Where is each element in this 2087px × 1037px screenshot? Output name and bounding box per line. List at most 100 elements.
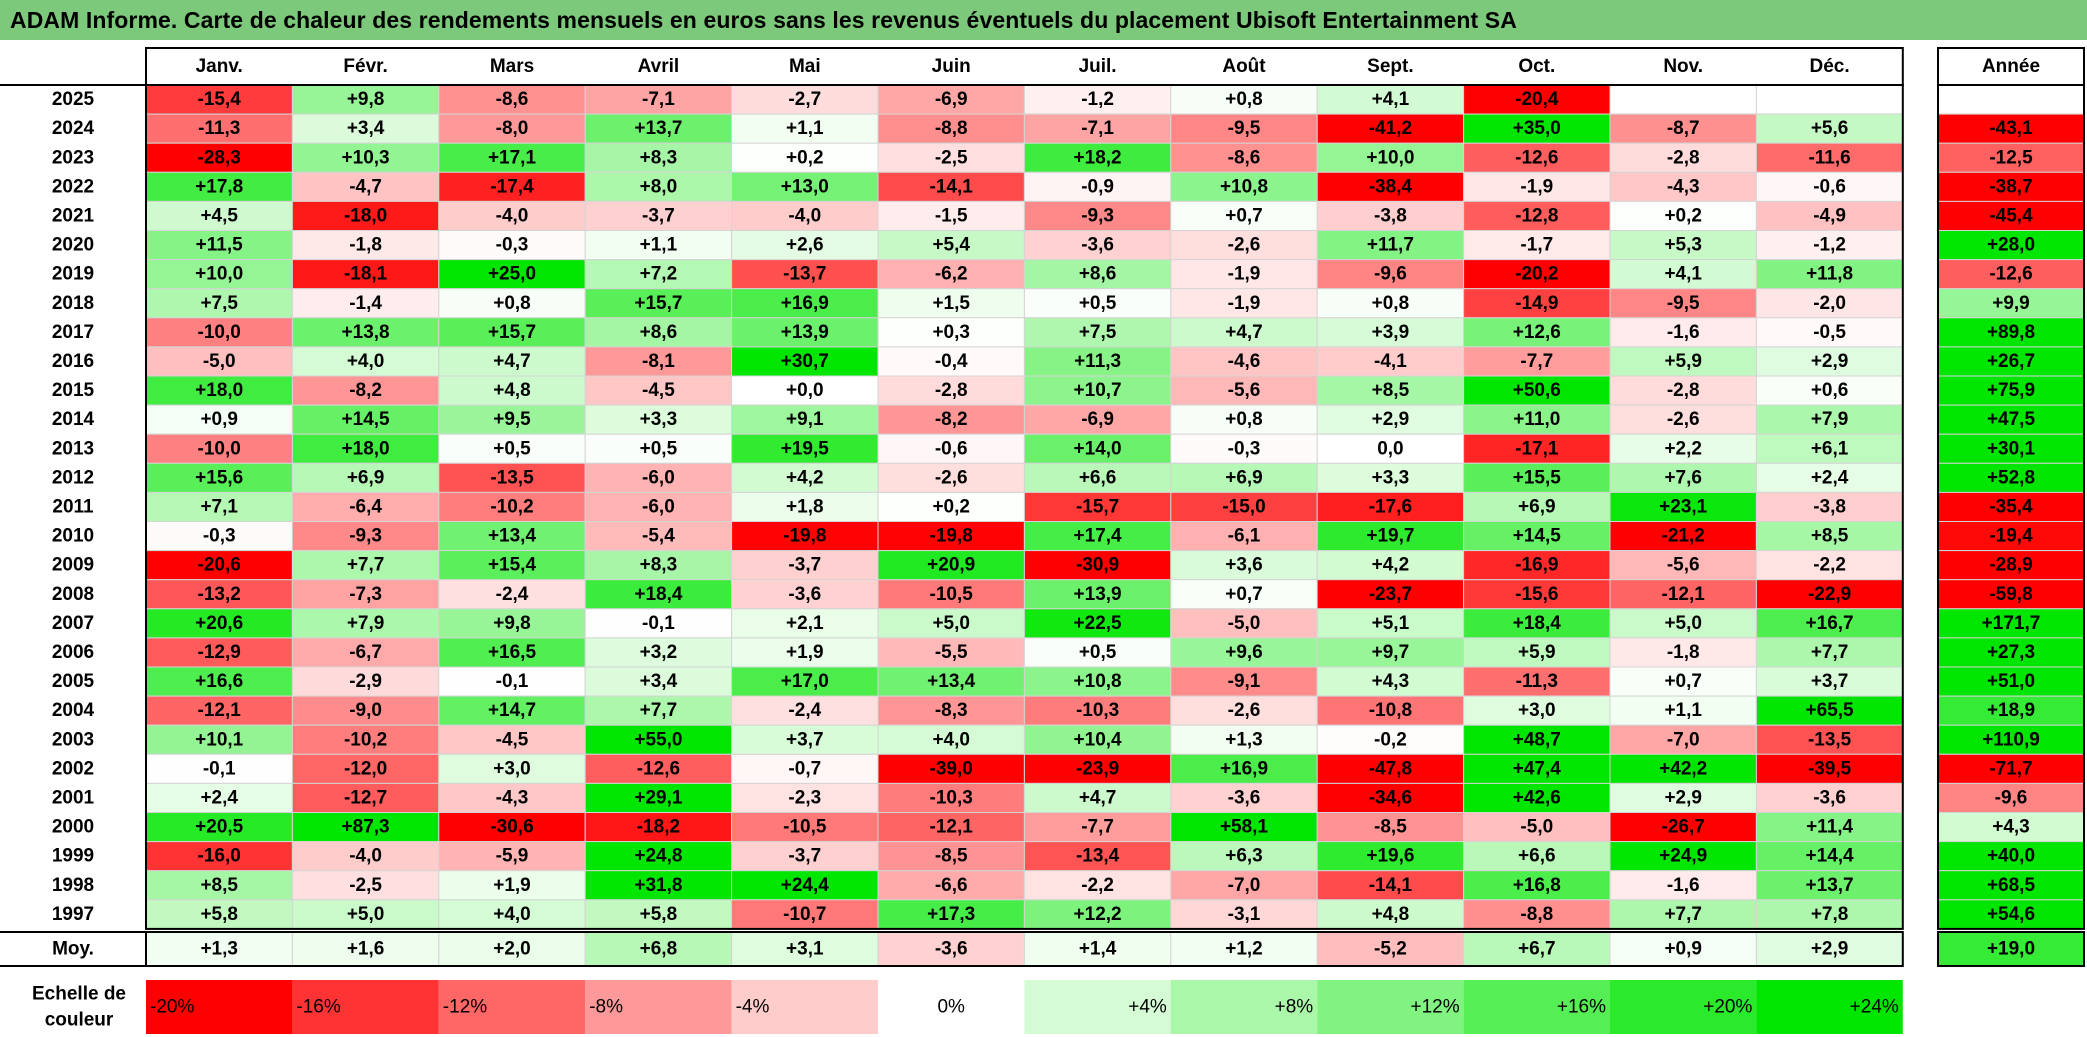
cell-value: +4,1 (1664, 264, 1702, 285)
heatmap-cell (145, 666, 293, 697)
heatmap-cell (1463, 375, 1611, 406)
cell-value: -10,3 (930, 787, 973, 808)
cell-value: +11,3 (1074, 351, 1121, 372)
cell-value: +17,8 (195, 176, 243, 197)
cell-value: -0,1 (642, 613, 675, 634)
heatmap-cell (731, 433, 879, 464)
cell-value: -18,0 (344, 205, 387, 226)
cell-value: +1,5 (932, 293, 970, 314)
cell-value: +6,3 (1225, 846, 1263, 867)
heatmap-cell (1316, 375, 1465, 406)
heatmap-cell (1755, 346, 1904, 377)
heatmap-cell (1023, 521, 1172, 552)
heatmap-cell (731, 491, 879, 522)
heatmap-cell (1023, 200, 1172, 231)
cell-value: +18,2 (1074, 147, 1122, 168)
cell-value: +14,0 (1074, 438, 1122, 459)
heatmap-cell (584, 375, 733, 406)
heatmap-cell (584, 200, 733, 231)
annual-value: -12,6 (1989, 264, 2032, 285)
cell-value: -15,4 (198, 89, 242, 110)
cell-value: +13,9 (1074, 584, 1122, 605)
cell-value: +0,6 (1811, 380, 1849, 401)
year-label: 2020 (52, 235, 94, 256)
heatmap-cell (145, 724, 293, 755)
year-label: 2002 (52, 758, 94, 779)
heatmap-cell (1170, 608, 1318, 639)
scale-step-label: +24% (1850, 997, 1899, 1018)
annual-value: +26,7 (1987, 351, 2035, 372)
cell-value: +4,7 (1225, 322, 1263, 343)
cell-value: +7,5 (1079, 322, 1117, 343)
year-label: 1997 (52, 904, 94, 925)
cell-value: +10,3 (342, 147, 390, 168)
cell-value: -47,8 (1369, 758, 1412, 779)
annual-cell (1937, 899, 2085, 930)
heatmap-cell (877, 812, 1025, 843)
cell-value: +0,0 (786, 380, 824, 401)
heatmap-cell (584, 579, 733, 610)
heatmap-cell (1023, 724, 1172, 755)
cell-value: +1,8 (786, 496, 824, 517)
cell-value: -2,6 (935, 467, 968, 488)
year-label: 2017 (52, 322, 94, 343)
annual-value: +18,9 (1987, 700, 2035, 721)
cell-value: -5,0 (1520, 817, 1553, 838)
cell-value: +15,7 (634, 293, 682, 314)
cell-value: +7,5 (200, 293, 238, 314)
heatmap-cell (1609, 404, 1757, 435)
annual-cell (1937, 171, 2085, 202)
heatmap-cell (1463, 608, 1611, 639)
heatmap-cell (1170, 841, 1318, 872)
cell-value: -1,6 (1667, 875, 1700, 896)
heatmap-cell (291, 753, 440, 784)
heatmap-cell (1755, 259, 1904, 290)
cell-value: -5,5 (935, 642, 968, 663)
cell-value: -17,4 (490, 176, 534, 197)
cell-value: -2,4 (496, 584, 529, 605)
cell-value: +3,7 (786, 729, 824, 750)
heatmap-cell (1463, 404, 1611, 435)
annual-value: -59,8 (1989, 584, 2032, 605)
cell-value: +0,5 (493, 438, 531, 459)
cell-value: +18,0 (195, 380, 243, 401)
cell-value: +24,9 (1659, 846, 1707, 867)
cell-value: +16,6 (195, 671, 243, 692)
heatmap-cell (584, 171, 733, 202)
heatmap-cell (877, 84, 1025, 115)
cell-value: -3,8 (1813, 496, 1846, 517)
cell-value: +20,9 (927, 555, 975, 576)
scale-swatch (1610, 980, 1757, 1034)
cell-value: -0,2 (1374, 729, 1407, 750)
heatmap-cell (1316, 870, 1465, 901)
cell-value: +6,9 (1518, 496, 1556, 517)
annual-value: +75,9 (1987, 380, 2035, 401)
cell-value: -2,9 (349, 671, 382, 692)
cell-value: -2,3 (788, 787, 821, 808)
cell-value: +18,0 (342, 438, 390, 459)
average-value: -5,2 (1374, 939, 1407, 960)
cell-value: -8,5 (1374, 817, 1407, 838)
heatmap-cell (1609, 200, 1757, 231)
cell-value: +23,1 (1659, 496, 1708, 517)
annual-value: +51,0 (1987, 671, 2035, 692)
cell-value: +42,2 (1659, 758, 1707, 779)
cell-value: +35,0 (1513, 118, 1561, 139)
cell-value: -2,6 (1228, 700, 1261, 721)
cell-value: -1,9 (1228, 264, 1261, 285)
average-value: +1,6 (347, 939, 385, 960)
cell-value: -20,4 (1515, 89, 1559, 110)
cell-value: -3,6 (1813, 787, 1846, 808)
cell-value: +7,9 (347, 613, 385, 634)
cell-value: -3,7 (642, 205, 675, 226)
cell-value: -10,2 (344, 729, 387, 750)
cell-value: -38,4 (1369, 176, 1413, 197)
column-header: Août (1222, 56, 1266, 77)
cell-value: -5,6 (1228, 380, 1261, 401)
cell-value: +50,6 (1513, 380, 1561, 401)
heatmap-cell (145, 579, 293, 610)
cell-value: +30,7 (781, 351, 829, 372)
heatmap-cell (731, 317, 879, 348)
cell-value: -7,1 (642, 89, 675, 110)
heatmap-cell (145, 491, 293, 522)
